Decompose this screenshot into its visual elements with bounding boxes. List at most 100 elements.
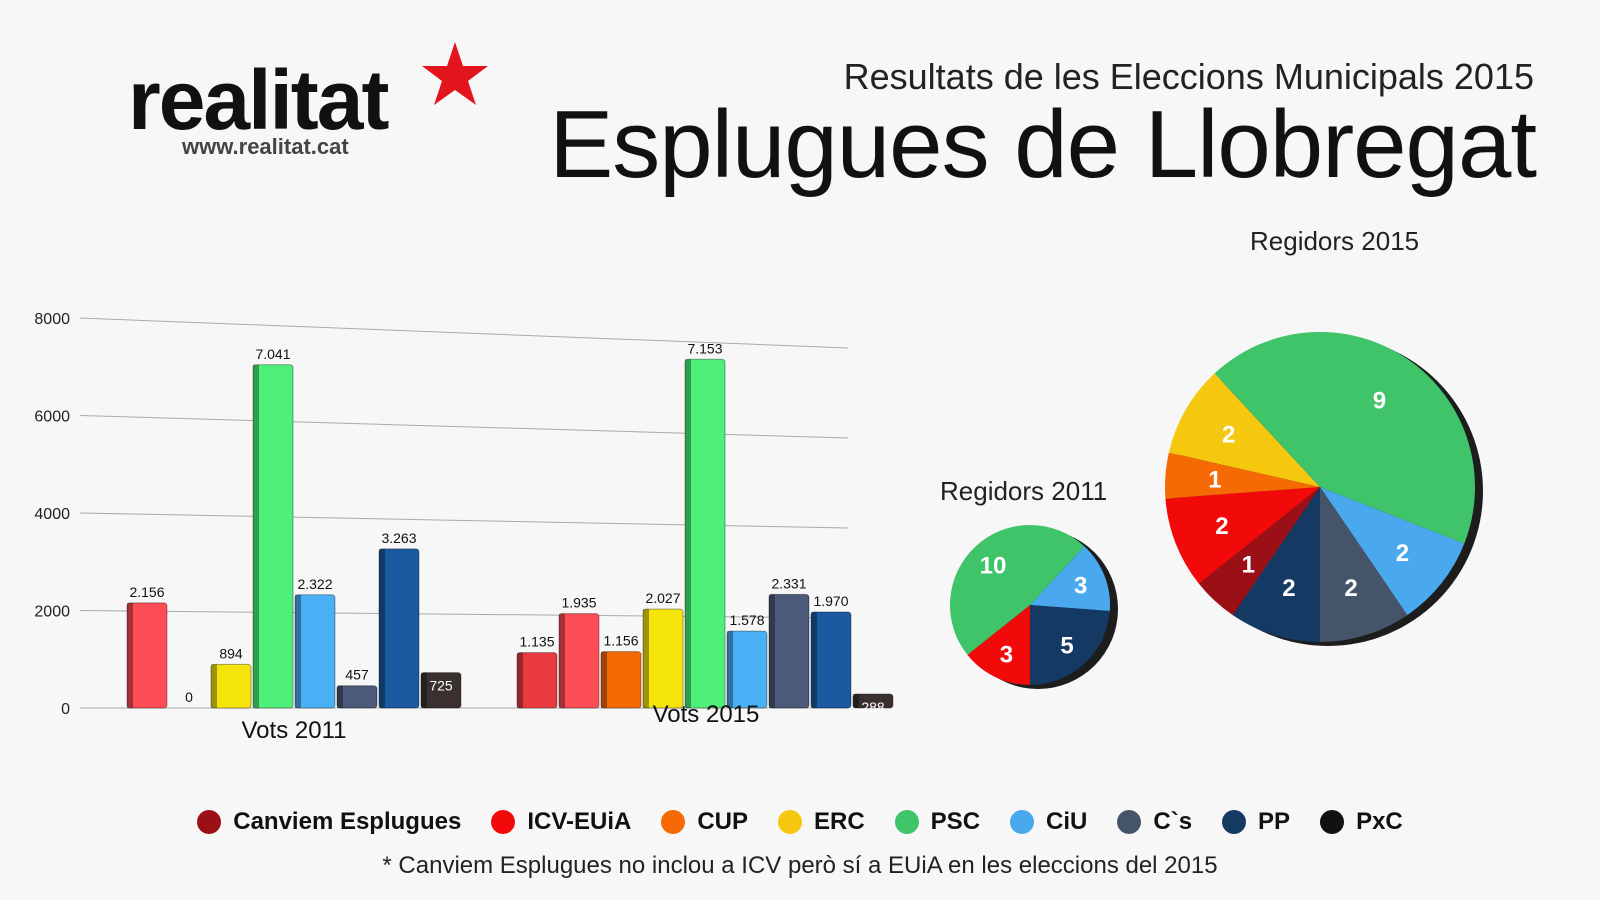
legend-label: PxC (1356, 808, 1403, 835)
bar-shade (517, 652, 523, 708)
pie-slice (1320, 487, 1408, 642)
legend-item: C`s (1117, 808, 1192, 836)
legend-label: PSC (930, 808, 981, 835)
pie-slice-label: 3 (1000, 641, 1013, 668)
data-label: 2.156 (129, 584, 164, 600)
bar-shade (253, 364, 259, 708)
bar (294, 594, 336, 709)
data-label: 457 (345, 667, 369, 683)
pie-slice (1198, 487, 1320, 616)
bar-shade (337, 685, 343, 708)
pie-slice (1030, 546, 1110, 611)
pie-slice (1165, 487, 1320, 584)
legend-item: PSC (894, 808, 981, 836)
bar-shade (127, 602, 133, 708)
data-label: 3.263 (381, 530, 416, 546)
y-tick-label: 4000 (34, 506, 70, 523)
pie-slice-label: 1 (1242, 552, 1255, 579)
bar-shade (643, 609, 649, 708)
legend-dot-icon (491, 810, 516, 834)
bar (378, 548, 420, 709)
data-label: 0 (185, 689, 193, 705)
legend-dot-icon (661, 810, 686, 834)
subtitle: Resultats de les Eleccions Municipals 20… (843, 56, 1534, 97)
data-label: 1.135 (519, 634, 554, 650)
bar (642, 608, 684, 709)
bar (336, 685, 378, 709)
legend-dot-icon (1010, 810, 1035, 834)
legend-label: ICV-EUiA (527, 808, 632, 835)
y-tick-label: 0 (61, 701, 70, 718)
bar-shade (727, 631, 733, 708)
y-tick-label: 2000 (34, 604, 70, 621)
pie-slice-label: 2 (1215, 513, 1228, 540)
page-title: Esplugues de Llobregat (549, 91, 1537, 198)
legend-dot-icon (1320, 810, 1345, 834)
legend-dot-icon (1222, 810, 1247, 834)
bar (210, 663, 252, 709)
data-label: 894 (219, 645, 243, 661)
y-tick-label: 6000 (34, 409, 70, 426)
bar (768, 593, 810, 709)
bar (810, 611, 852, 709)
bar (600, 651, 642, 709)
data-label: 725 (429, 678, 453, 694)
bar-shade (379, 548, 385, 708)
footnote: * Canviem Esplugues no inclou a ICV però… (382, 852, 1218, 879)
bar (558, 613, 600, 709)
legend-item: PxC (1320, 808, 1403, 836)
legend-label: CUP (697, 808, 748, 835)
legend-label: ERC (814, 808, 865, 835)
bar-shade (295, 594, 301, 708)
pie-slice (1168, 373, 1320, 487)
pie-slice-label: 2 (1396, 540, 1409, 567)
data-label: 1.935 (561, 595, 596, 611)
data-label: 7.153 (687, 340, 722, 356)
legend-label: Canviem Esplugues (233, 808, 462, 835)
pie-slice (1214, 332, 1475, 544)
pie-slice (1030, 605, 1110, 685)
pie-slice (967, 605, 1030, 685)
data-label: 2.027 (645, 590, 680, 606)
pie-slice (1232, 487, 1320, 642)
data-label: 2.322 (297, 576, 332, 592)
legend-item: PP (1222, 808, 1290, 836)
data-label: 1.156 (603, 633, 638, 649)
bar-shade (559, 613, 565, 708)
legend-dot-icon (197, 810, 222, 834)
x-category-label: Vots 2015 (653, 701, 760, 728)
logo-word: realitat (128, 53, 389, 147)
data-label: 288 (861, 699, 885, 715)
pie-slice-label: 5 (1060, 632, 1073, 659)
bar-shade (853, 693, 859, 708)
bar (684, 358, 726, 709)
legend-label: CiU (1046, 808, 1088, 835)
data-label: 1.578 (729, 612, 764, 628)
pie-slice-label: 2 (1344, 575, 1357, 602)
pie-slice (950, 525, 1085, 655)
pie-2015-title: Regidors 2015 (1250, 226, 1420, 256)
bar-shade (601, 651, 607, 708)
bar-shade (769, 594, 775, 708)
bar (126, 602, 168, 709)
bar (252, 364, 294, 709)
legend-item: CiU (1010, 808, 1087, 836)
legend-item: ERC (778, 808, 865, 836)
legend-item: Canviem Esplugues (197, 808, 461, 836)
legend: Canviem Esplugues ICV-EUiA CUP ERC PSC CiU C`s… (0, 808, 1600, 836)
bar-shade (811, 611, 817, 708)
legend-label: PP (1258, 808, 1291, 835)
legend-label: C`s (1153, 808, 1193, 835)
logo-url: www.realitat.cat (182, 134, 349, 159)
x-category-label: Vots 2011 (242, 717, 347, 744)
pie-slice (1320, 487, 1465, 616)
bar-shade (211, 664, 217, 708)
pie-slice-label: 2 (1282, 575, 1295, 602)
gridline (79, 317, 849, 349)
pie-slice (1165, 452, 1320, 499)
gridline (79, 415, 849, 439)
legend-item: CUP (661, 808, 748, 836)
bar (516, 652, 558, 709)
bar (726, 630, 768, 709)
